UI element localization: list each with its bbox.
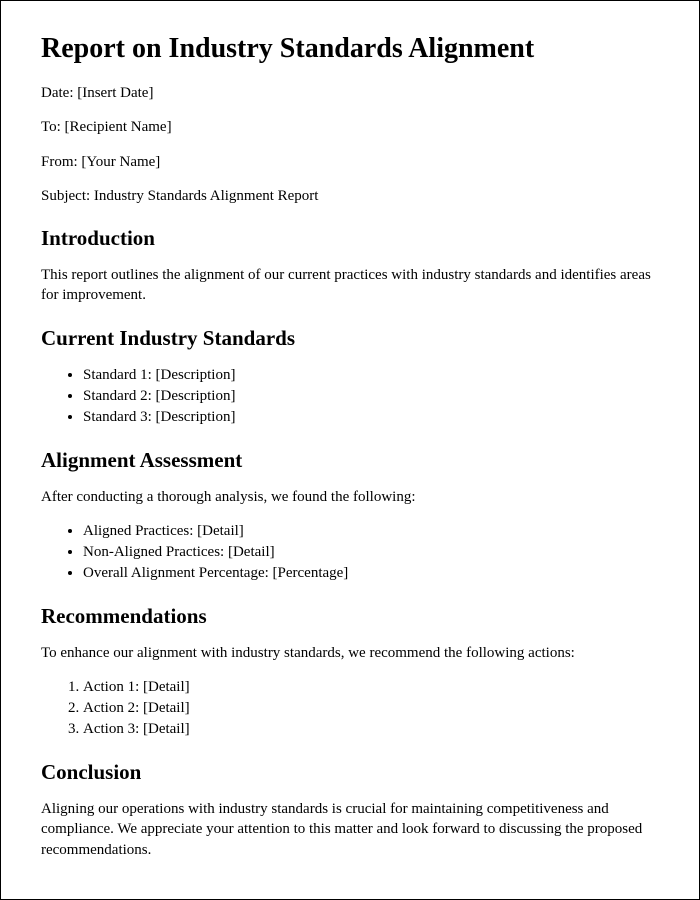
list-item: Non-Aligned Practices: [Detail] — [83, 542, 659, 563]
section-heading-introduction: Introduction — [41, 226, 659, 251]
section-heading-current-standards: Current Industry Standards — [41, 326, 659, 351]
standards-list: Standard 1: [Description] Standard 2: [D… — [41, 365, 659, 428]
section-heading-alignment-assessment: Alignment Assessment — [41, 448, 659, 473]
list-item: Standard 2: [Description] — [83, 386, 659, 407]
list-item: Overall Alignment Percentage: [Percentag… — [83, 563, 659, 584]
list-item: Standard 1: [Description] — [83, 365, 659, 386]
list-item: Aligned Practices: [Detail] — [83, 521, 659, 542]
list-item: Action 1: [Detail] — [83, 677, 659, 698]
section-heading-recommendations: Recommendations — [41, 604, 659, 629]
introduction-body: This report outlines the alignment of ou… — [41, 265, 659, 306]
list-item: Standard 3: [Description] — [83, 407, 659, 428]
meta-subject: Subject: Industry Standards Alignment Re… — [41, 186, 659, 206]
alignment-body: After conducting a thorough analysis, we… — [41, 487, 659, 507]
conclusion-body: Aligning our operations with industry st… — [41, 799, 659, 860]
list-item: Action 2: [Detail] — [83, 698, 659, 719]
alignment-list: Aligned Practices: [Detail] Non-Aligned … — [41, 521, 659, 584]
meta-block: Date: [Insert Date] To: [Recipient Name]… — [41, 83, 659, 206]
recommendations-list: Action 1: [Detail] Action 2: [Detail] Ac… — [41, 677, 659, 740]
document-title: Report on Industry Standards Alignment — [41, 33, 659, 65]
meta-date: Date: [Insert Date] — [41, 83, 659, 103]
section-heading-conclusion: Conclusion — [41, 760, 659, 785]
document-page: Report on Industry Standards Alignment D… — [0, 0, 700, 900]
recommendations-body: To enhance our alignment with industry s… — [41, 643, 659, 663]
list-item: Action 3: [Detail] — [83, 719, 659, 740]
meta-from: From: [Your Name] — [41, 152, 659, 172]
meta-to: To: [Recipient Name] — [41, 117, 659, 137]
